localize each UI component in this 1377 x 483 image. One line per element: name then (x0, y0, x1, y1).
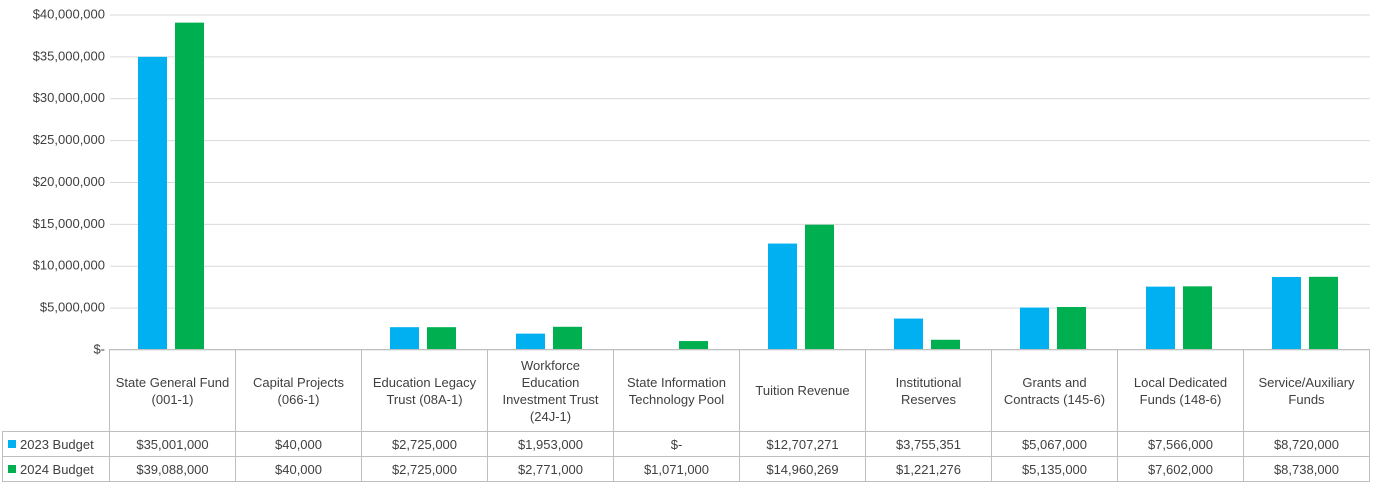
bar (553, 326, 582, 350)
category-label: Education Legacy Trust (08A-1) (361, 349, 488, 432)
y-tick-label: $20,000,000 (33, 174, 105, 189)
category-label: Grants and Contracts (145-6) (991, 349, 1118, 432)
table-value: $- (613, 431, 740, 457)
table-value: $5,135,000 (991, 456, 1118, 482)
table-value: $8,720,000 (1243, 431, 1370, 457)
table-value: $14,960,269 (739, 456, 866, 482)
legend-key (8, 465, 16, 473)
table-value: $7,566,000 (1117, 431, 1244, 457)
bar (894, 318, 923, 350)
y-tick-label: $15,000,000 (33, 216, 105, 231)
legend-entry: 2023 Budget (2, 431, 110, 457)
table-value: $1,071,000 (613, 456, 740, 482)
bar (1183, 286, 1212, 350)
table-value: $39,088,000 (109, 456, 236, 482)
bar (427, 327, 456, 350)
legend-key (8, 440, 16, 448)
legend-entry: 2024 Budget (2, 456, 110, 482)
bar (138, 56, 167, 350)
bar (390, 327, 419, 350)
y-tick-label: $30,000,000 (33, 90, 105, 105)
table-value: $2,725,000 (361, 431, 488, 457)
table-value: $12,707,271 (739, 431, 866, 457)
table-value: $40,000 (235, 456, 362, 482)
table-value: $8,738,000 (1243, 456, 1370, 482)
category-label: Service/Auxiliary Funds (1243, 349, 1370, 432)
table-value: $7,602,000 (1117, 456, 1244, 482)
y-tick-label: $5,000,000 (40, 300, 105, 315)
y-tick-label: $10,000,000 (33, 258, 105, 273)
category-label: Institutional Reserves (865, 349, 992, 432)
category-label: Workforce Education Investment Trust (24… (487, 349, 614, 432)
bar (1272, 276, 1301, 350)
bar (1309, 276, 1338, 350)
table-value: $1,221,276 (865, 456, 992, 482)
category-label: Tuition Revenue (739, 349, 866, 432)
bar (768, 243, 797, 350)
y-tick-label: $40,000,000 (33, 6, 105, 21)
bar (516, 333, 545, 350)
bar (679, 341, 708, 350)
category-label: State General Fund (001-1) (109, 349, 236, 432)
category-label: State Information Technology Pool (613, 349, 740, 432)
category-label: Capital Projects (066-1) (235, 349, 362, 432)
bar (1146, 286, 1175, 350)
table-value: $2,771,000 (487, 456, 614, 482)
table-value: $40,000 (235, 431, 362, 457)
table-value: $2,725,000 (361, 456, 488, 482)
table-value: $3,755,351 (865, 431, 992, 457)
y-tick-label: $35,000,000 (33, 48, 105, 63)
category-label: Local Dedicated Funds (148-6) (1117, 349, 1244, 432)
bar (175, 22, 204, 350)
bar (1057, 306, 1086, 350)
bar (931, 339, 960, 350)
y-tick-label: $25,000,000 (33, 132, 105, 147)
table-value: $35,001,000 (109, 431, 236, 457)
legend-label: 2024 Budget (20, 461, 94, 477)
legend-label: 2023 Budget (20, 436, 94, 452)
bar (1020, 307, 1049, 350)
y-tick-label: $- (93, 341, 105, 356)
bar (805, 224, 834, 350)
table-value: $5,067,000 (991, 431, 1118, 457)
table-value: $1,953,000 (487, 431, 614, 457)
